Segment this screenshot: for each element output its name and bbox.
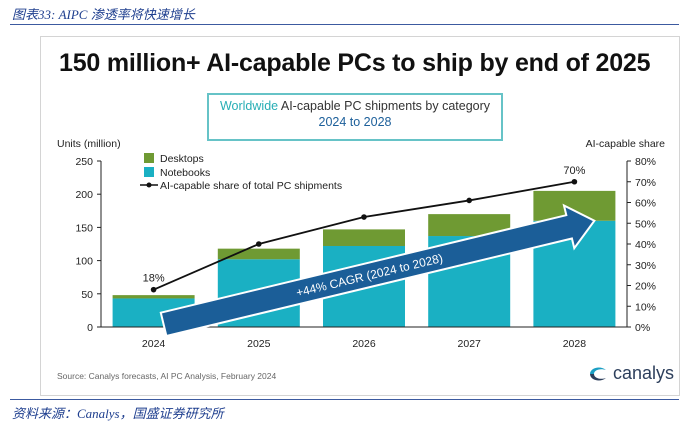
bar-desktops-2024: [112, 295, 195, 299]
y-tick-label: 200: [75, 189, 93, 201]
share-point-2026: [361, 214, 367, 220]
y2-tick-label: 0%: [635, 322, 650, 334]
share-point-2024: [150, 286, 157, 293]
subtitle-highlight: Worldwide: [219, 99, 279, 113]
bar-desktops-2027: [428, 214, 511, 237]
canalys-wave-icon: [590, 366, 606, 381]
subtitle-box: Worldwide AI-capable PC shipments by cat…: [207, 93, 503, 141]
share-point-2025: [256, 241, 262, 247]
legend-label-share: AI-capable share of total PC shipments: [160, 180, 342, 192]
legend-label-desktops: Desktops: [160, 153, 204, 165]
y2-tick-label: 80%: [635, 156, 656, 168]
share-point-2027: [466, 197, 473, 204]
legend-swatch-notebooks: [144, 167, 154, 177]
x-tick-label: 2028: [563, 338, 587, 350]
y-tick-label: 150: [75, 222, 93, 234]
bar-desktops-2025: [217, 248, 300, 260]
legend-swatch-desktops: [144, 153, 154, 163]
subtitle-rest: AI-capable PC shipments by category: [278, 99, 491, 113]
share-data-label: 18%: [143, 273, 165, 285]
y2-tick-label: 50%: [635, 218, 656, 230]
legend-label-notebooks: Notebooks: [160, 167, 210, 179]
y-tick-label: 250: [75, 156, 93, 168]
y2-axis-label: AI-capable share: [586, 138, 666, 150]
source-note: Source: Canalys forecasts, AI PC Analysi…: [57, 371, 277, 381]
cagr-arrow: [159, 203, 596, 338]
x-tick-label: 2027: [458, 338, 482, 350]
brand-logo: canalys: [587, 363, 674, 384]
share-point-2028: [571, 178, 578, 185]
x-tick-label: 2026: [352, 338, 376, 350]
y-tick-label: 0: [87, 322, 93, 334]
subtitle-line: Worldwide AI-capable PC shipments by cat…: [209, 99, 501, 113]
y-axis-label: Units (million): [57, 138, 121, 150]
y-tick-label: 100: [75, 256, 93, 268]
x-tick-label: 2025: [247, 338, 271, 350]
chart-svg: 2024 2025 2026 2027 2028 0 50 100 150 200 250 0% 10%…: [57, 138, 666, 350]
bar-desktops-2026: [323, 229, 405, 246]
footer-source: 资料来源：Canalys，国盛证券研究所: [12, 406, 224, 421]
y2-tick-label: 40%: [635, 239, 656, 251]
headline: 150 million+ AI-capable PCs to ship by e…: [59, 49, 651, 77]
footer-rule: [10, 399, 679, 400]
y2-tick-label: 20%: [635, 281, 656, 293]
figure-caption: 图表33: AIPC 渗透率将快速增长: [12, 7, 195, 22]
y2-tick-label: 70%: [635, 177, 656, 189]
subtitle-period: 2024 to 2028: [318, 115, 392, 129]
chart-panel: 150 million+ AI-capable PCs to ship by e…: [40, 36, 680, 396]
top-rule: [10, 24, 679, 25]
share-data-label: 70%: [563, 165, 585, 177]
legend-marker-share: [146, 182, 152, 188]
y-tick-label: 50: [81, 289, 93, 301]
y2-tick-label: 10%: [635, 301, 656, 313]
x-tick-label: 2024: [142, 338, 166, 350]
brand-name: canalys: [613, 363, 675, 383]
y2-tick-label: 60%: [635, 198, 656, 210]
y2-tick-label: 30%: [635, 260, 656, 272]
